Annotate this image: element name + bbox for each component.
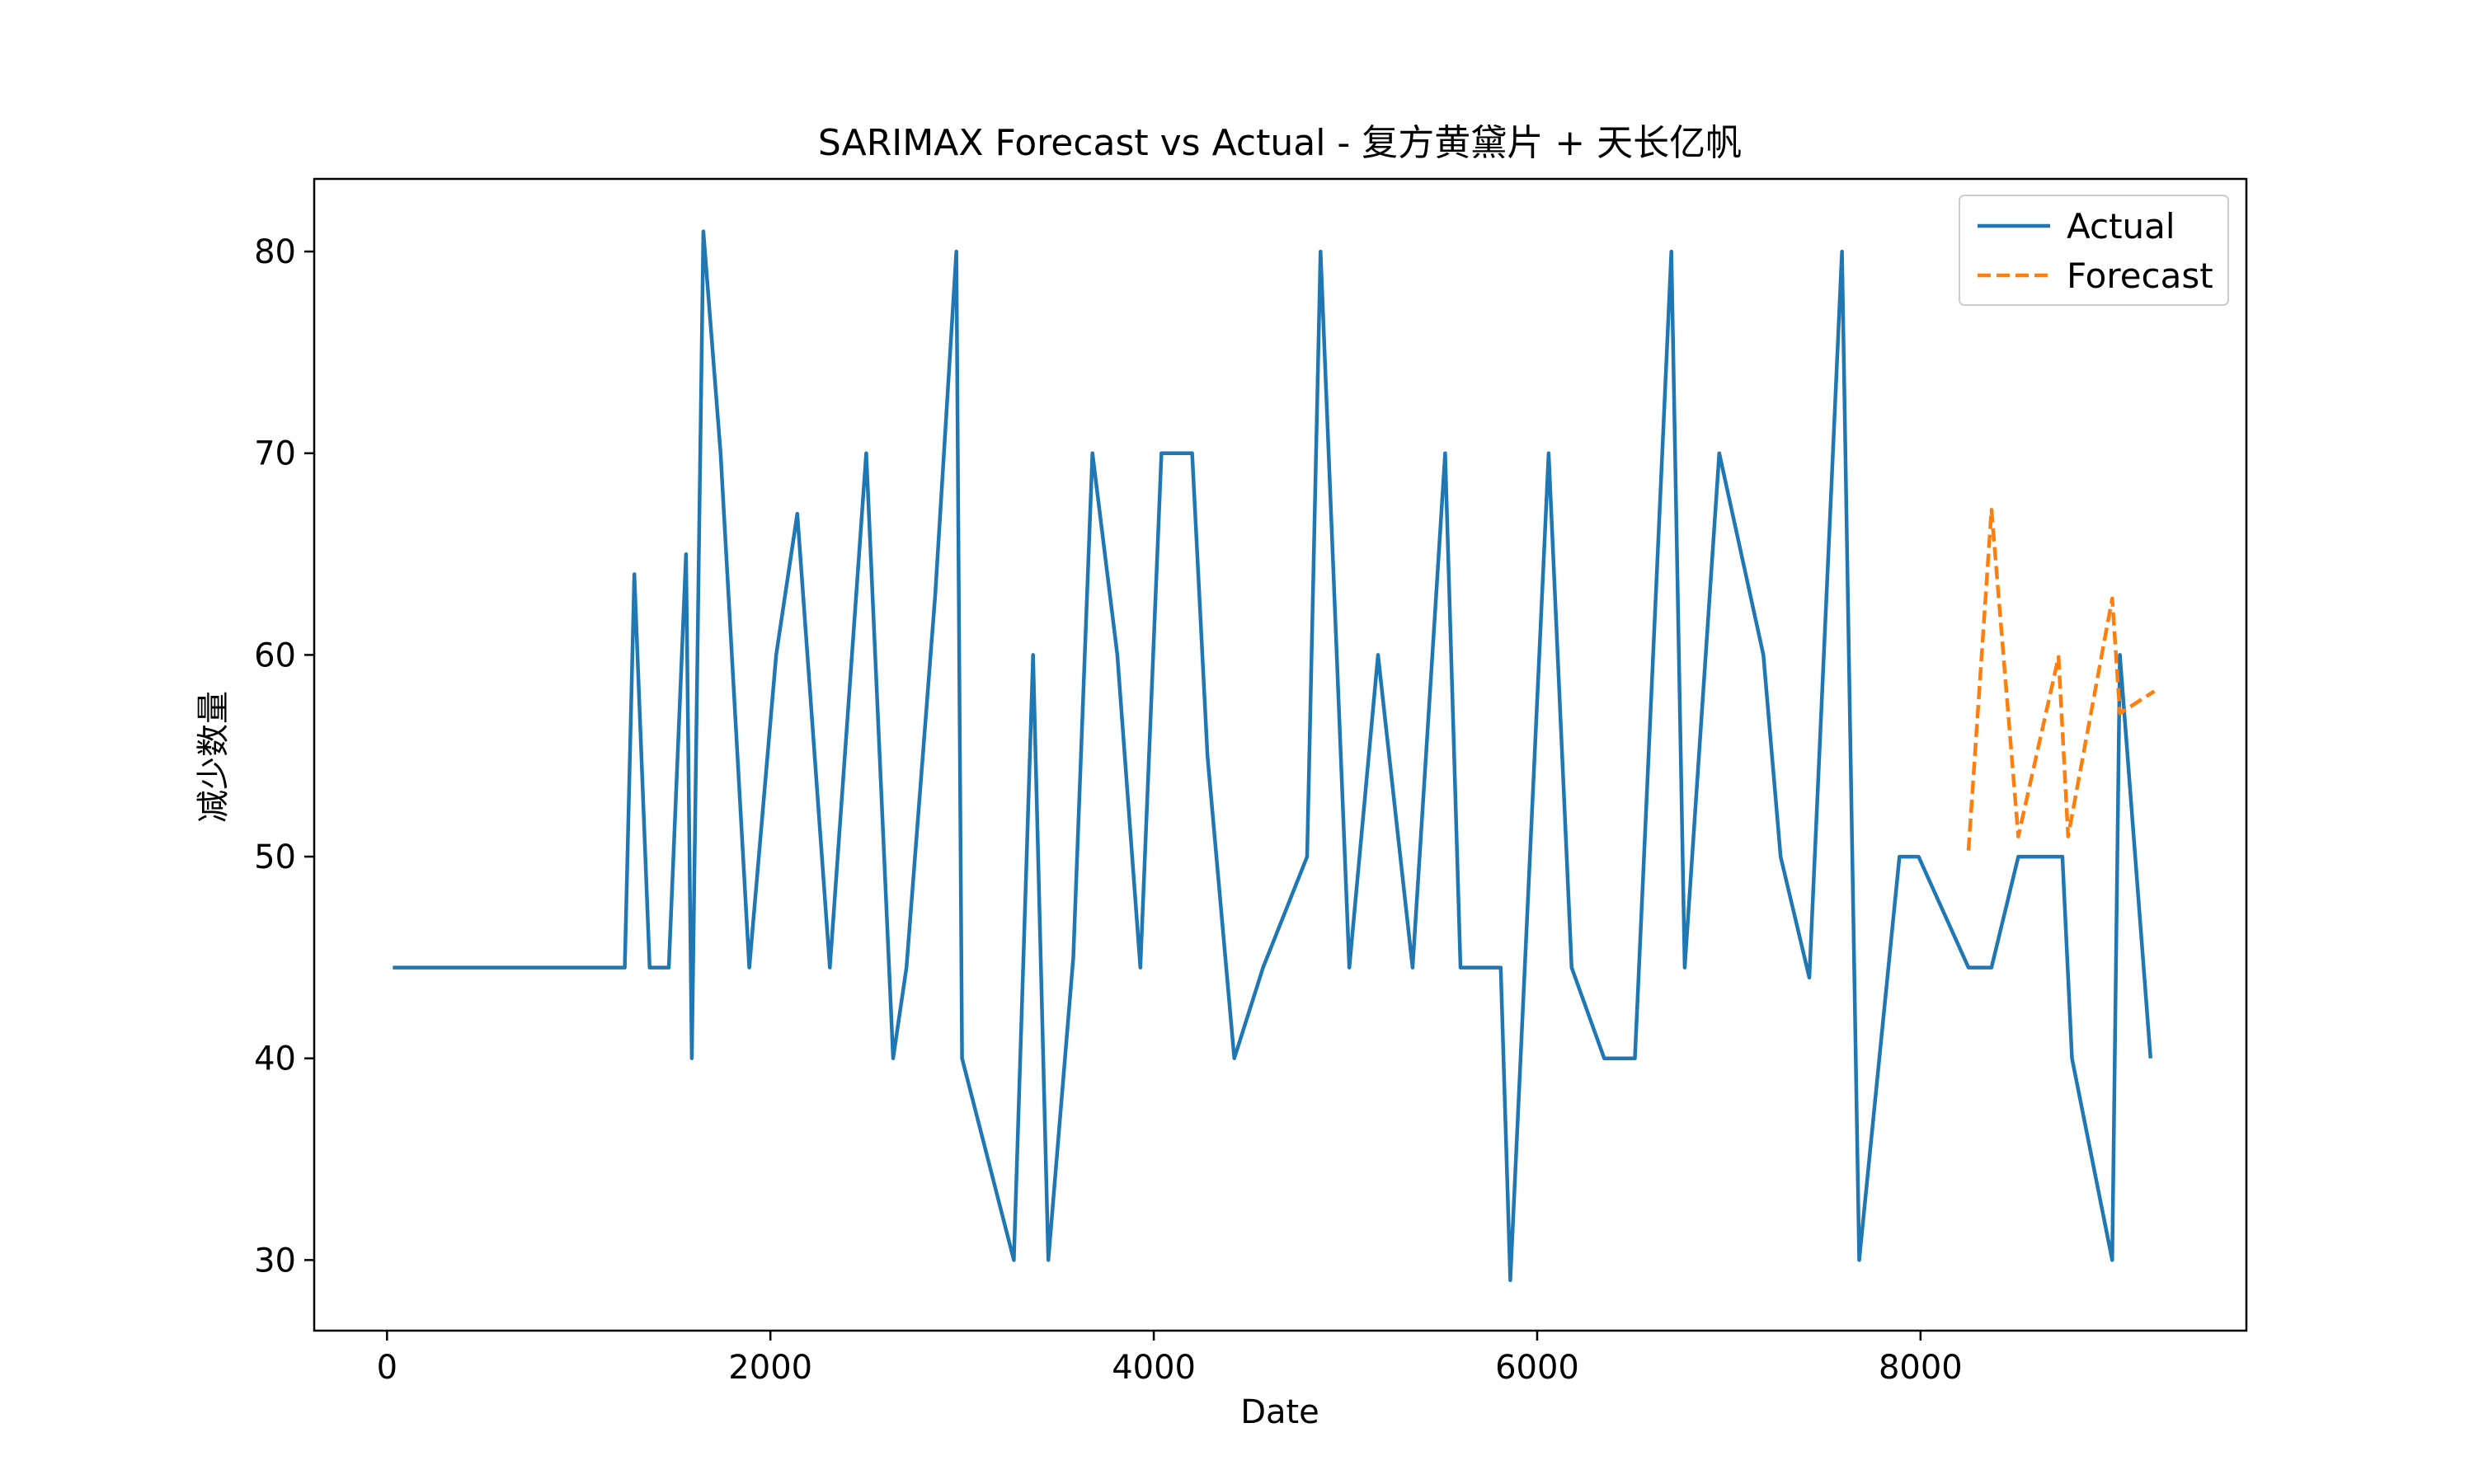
legend-label-forecast: Forecast (2067, 256, 2213, 296)
y-tick-label: 70 (254, 435, 296, 473)
y-tick-label: 60 (254, 636, 296, 674)
series-line-actual (393, 229, 2153, 1283)
y-tick-label: 50 (254, 838, 296, 876)
y-tick-label: 30 (254, 1242, 296, 1280)
y-tick-label: 80 (254, 233, 296, 271)
x-axis-ticks: 0 2000 4000 6000 8000 (377, 1331, 1963, 1387)
x-tick-label: 2000 (728, 1349, 812, 1387)
x-tick-label: 6000 (1495, 1349, 1579, 1387)
chart-title: SARIMAX Forecast vs Actual - 复方黄黛片 + 天长亿… (818, 122, 1742, 164)
series-line-forecast (1966, 507, 2156, 851)
legend-box (1959, 195, 2229, 306)
y-tick-label: 40 (254, 1040, 296, 1078)
y-axis-label: 减少数量 (195, 691, 233, 823)
x-tick-label: 4000 (1112, 1349, 1196, 1387)
legend-label-actual: Actual (2067, 206, 2175, 247)
x-tick-label: 0 (377, 1349, 397, 1387)
y-axis-ticks: 30 40 50 60 70 80 (254, 233, 314, 1280)
plot-frame (313, 177, 2248, 1332)
legend: Actual Forecast (1959, 195, 2229, 306)
x-axis-label: Date (1240, 1393, 1319, 1431)
x-tick-label: 8000 (1879, 1349, 1963, 1387)
plot-lines (393, 229, 2156, 1283)
